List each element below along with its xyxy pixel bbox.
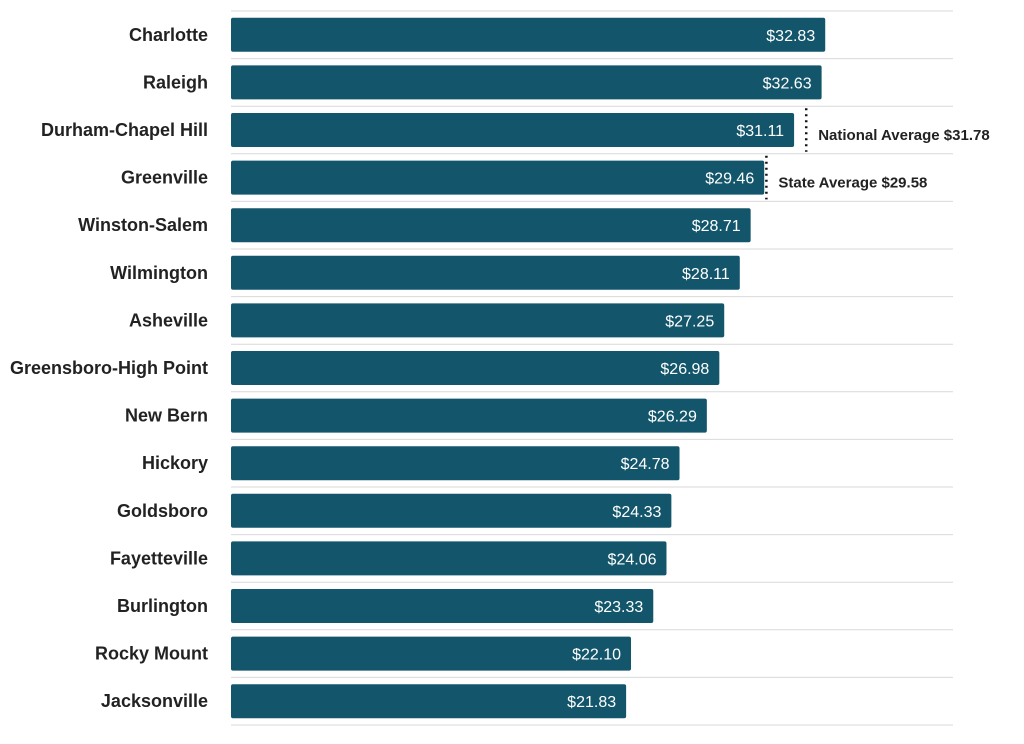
bar: [231, 589, 654, 623]
bar: [231, 446, 680, 481]
value-label: $24.06: [608, 551, 657, 568]
bar: [231, 113, 795, 147]
value-label: $28.71: [692, 218, 741, 235]
category-label: Fayetteville: [110, 548, 208, 568]
bar: [231, 684, 627, 719]
bar: [231, 541, 667, 576]
value-label: $26.29: [648, 409, 697, 426]
reference-line-label: National Average $31.78: [818, 127, 989, 144]
value-label: $26.98: [660, 361, 709, 378]
bar: [231, 255, 740, 290]
value-label: $32.63: [763, 75, 812, 92]
value-label: $31.11: [736, 123, 784, 140]
value-label: $24.33: [612, 504, 661, 521]
value-label: $27.25: [665, 313, 714, 330]
category-label: New Bern: [125, 406, 208, 426]
value-label: $21.83: [567, 694, 616, 711]
category-label: Goldsboro: [117, 501, 208, 521]
reference-line-label: State Average $29.58: [778, 175, 927, 192]
category-label: Greensboro-High Point: [10, 358, 208, 378]
category-label: Jacksonville: [101, 691, 208, 711]
bar: [231, 303, 725, 338]
category-label: Raleigh: [143, 72, 208, 92]
value-label: $23.33: [594, 599, 643, 616]
category-label: Hickory: [142, 453, 208, 473]
bar: [231, 493, 672, 528]
value-label: $32.83: [766, 28, 815, 45]
bar: [231, 65, 822, 100]
value-label: $22.10: [572, 647, 621, 664]
bar: [231, 208, 751, 243]
category-label: Winston-Salem: [78, 215, 208, 235]
bar: [231, 160, 765, 195]
category-label: Asheville: [129, 310, 208, 330]
category-label: Rocky Mount: [95, 644, 208, 664]
category-label: Burlington: [117, 596, 208, 616]
category-label: Durham-Chapel Hill: [41, 120, 208, 140]
value-label: $29.46: [705, 171, 754, 188]
value-label: $24.78: [621, 456, 670, 473]
bar: [231, 17, 826, 52]
bar: [231, 636, 632, 671]
bar: [231, 398, 707, 433]
value-label: $28.11: [682, 266, 730, 283]
bar: [231, 351, 720, 385]
category-label: Wilmington: [110, 263, 208, 283]
category-label: Greenville: [121, 168, 208, 188]
category-label: Charlotte: [129, 25, 208, 45]
